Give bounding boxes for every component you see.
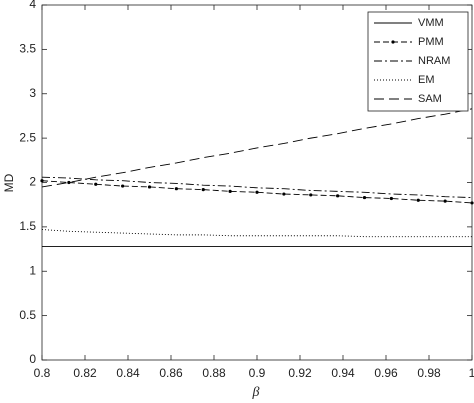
y-tick-label: 2 (29, 175, 36, 189)
x-tick-label: 0.86 (159, 366, 183, 380)
legend-label: EM (418, 74, 435, 86)
series-marker (443, 199, 447, 203)
x-tick-label: 0.8 (34, 366, 51, 380)
legend-label: PMM (418, 36, 444, 48)
y-tick-label: 0.5 (19, 308, 36, 322)
legend-box (367, 11, 469, 112)
series-marker (94, 182, 98, 186)
legend-label: NRAM (418, 55, 450, 67)
series-marker (40, 179, 44, 183)
series-marker (228, 189, 232, 193)
x-tick-label: 0.88 (202, 366, 226, 380)
series-marker (121, 184, 125, 188)
x-tick-label: 1 (469, 366, 474, 380)
x-tick-label: 0.98 (417, 366, 441, 380)
series-marker (309, 193, 313, 197)
series-marker (147, 185, 152, 189)
series-marker (470, 201, 474, 205)
series-marker (174, 187, 178, 191)
x-tick-label: 0.9 (249, 366, 266, 380)
y-tick-label: 2.5 (19, 130, 36, 144)
x-tick-label: 0.92 (288, 366, 312, 380)
series-marker (416, 198, 420, 202)
series-marker (201, 188, 205, 192)
y-tick-label: 1.5 (19, 219, 36, 233)
y-tick-label: 4 (29, 0, 36, 11)
x-tick-label: 0.96 (374, 366, 398, 380)
x-tick-label: 0.82 (73, 366, 97, 380)
y-tick-label: 1 (29, 263, 36, 277)
legend-label: VMM (418, 17, 444, 29)
y-tick-label: 3.5 (19, 42, 36, 56)
series-marker (389, 196, 393, 201)
series-marker (282, 192, 286, 196)
x-axis-label: β (252, 385, 260, 400)
legend-marker (391, 40, 395, 44)
y-tick-label: 3 (29, 86, 36, 100)
x-tick-label: 0.94 (331, 366, 355, 380)
legend-label: SAM (418, 93, 442, 105)
series-marker (67, 180, 71, 185)
series-marker (336, 194, 340, 198)
series-marker (362, 195, 367, 200)
series-line (41, 176, 473, 199)
series-marker (255, 190, 259, 194)
series-line (41, 108, 473, 188)
y-tick-label: 0 (29, 352, 36, 366)
x-tick-label: 0.84 (116, 366, 140, 380)
y-axis-label: MD (2, 173, 16, 192)
